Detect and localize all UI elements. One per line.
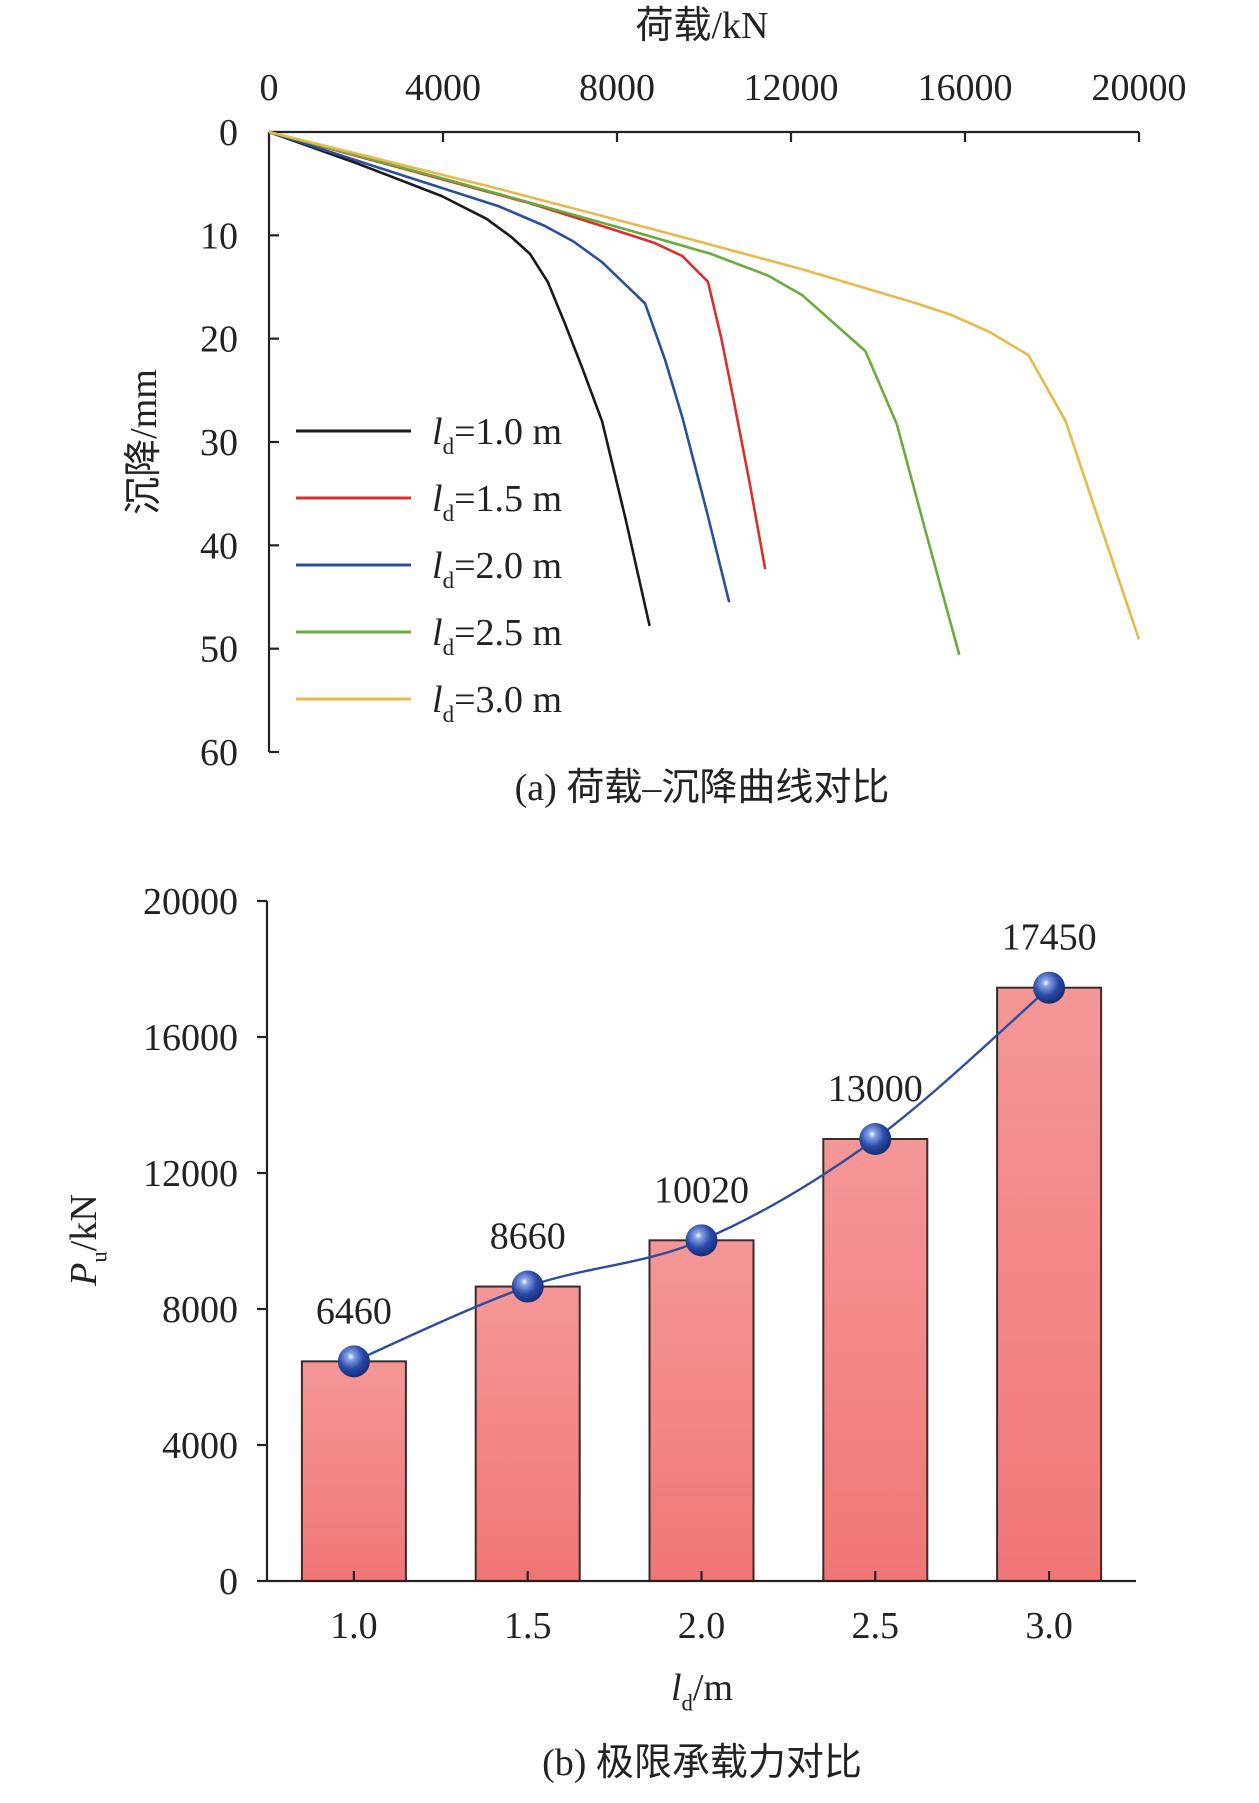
legend-entry-1: ld=1.0 m xyxy=(432,411,562,459)
y-tick-label: 60 xyxy=(200,732,238,774)
data-marker-1.0 xyxy=(337,1345,370,1378)
legend-var: l xyxy=(432,612,443,654)
x-axis-label-sub: d xyxy=(682,1691,694,1716)
legend-entry-5: ld=3.0 m xyxy=(432,679,562,727)
data-marker-1.5 xyxy=(511,1270,544,1303)
legend-sub: d xyxy=(443,434,455,459)
data-label: 8660 xyxy=(490,1216,566,1258)
x-tick-label: 1.5 xyxy=(504,1605,552,1647)
x-tick-label: 1.0 xyxy=(330,1605,378,1647)
x-axis-label: 荷载/kN xyxy=(635,5,768,47)
series-line-4 xyxy=(268,130,961,656)
bar-1.5 xyxy=(474,1285,581,1583)
y-tick-label: 12000 xyxy=(143,1153,238,1195)
legend-var: l xyxy=(432,411,443,453)
x-tick-label: 8000 xyxy=(579,67,655,109)
legend-entry-4: ld=2.5 m xyxy=(432,612,562,660)
y-tick-label: 4000 xyxy=(162,1425,238,1467)
load-settlement-chart: 0 4000 8000 12000 16000 20000 0 10 20 30 40 50 60 荷载/… xyxy=(123,5,1187,809)
y-tick-label: 40 xyxy=(200,525,238,567)
legend-rest: =1.5 m xyxy=(454,478,562,520)
data-marker-3.0 xyxy=(1033,971,1066,1004)
chart-caption: (b) 极限承载力对比 xyxy=(542,1742,862,1784)
data-marker-2.5 xyxy=(859,1123,892,1155)
x-tick-label: 16000 xyxy=(918,67,1013,109)
series-line-1 xyxy=(268,130,651,627)
legend-sub: d xyxy=(443,702,455,727)
series-line-3 xyxy=(268,130,731,603)
y-tick-label: 30 xyxy=(200,422,238,464)
bar-2.5 xyxy=(822,1138,929,1582)
bar-2.0 xyxy=(648,1239,755,1582)
y-axis-label: 沉降/mm xyxy=(123,369,165,515)
legend-rest: =1.0 m xyxy=(454,411,562,453)
x-tick-label: 3.0 xyxy=(1025,1605,1073,1647)
legend-var: l xyxy=(432,679,443,721)
series-line-5 xyxy=(268,130,1141,640)
y-tick-label: 50 xyxy=(200,629,238,671)
legend-var: l xyxy=(432,545,443,587)
data-label: 17450 xyxy=(1002,917,1097,959)
x-tick-label: 0 xyxy=(260,67,279,109)
y-tick-label: 0 xyxy=(219,112,238,154)
legend-rest: =2.5 m xyxy=(454,612,562,654)
x-tick-label: 12000 xyxy=(744,67,839,109)
legend-sub: d xyxy=(443,568,455,593)
x-tick-label: 2.0 xyxy=(678,1605,726,1647)
y-tick-label: 20 xyxy=(200,319,238,361)
x-tick-label: 20000 xyxy=(1092,67,1187,109)
legend-entry-2: ld=1.5 m xyxy=(432,478,562,526)
y-axis-label: Pu/kN xyxy=(63,1194,112,1287)
legend-sub: d xyxy=(443,635,455,660)
y-tick-label: 16000 xyxy=(143,1017,238,1059)
legend-rest: =3.0 m xyxy=(454,679,562,721)
data-marker-2.0 xyxy=(685,1224,718,1257)
data-label: 6460 xyxy=(316,1290,392,1332)
ultimate-capacity-chart: 0 4000 8000 12000 16000 20000 1.0 1.5 2.0 2.5 3.0 6… xyxy=(63,881,1136,1784)
chart-caption: (a) 荷载–沉降曲线对比 xyxy=(515,767,890,809)
y-axis-label-var: P xyxy=(63,1263,105,1287)
x-axis-label-rest: /m xyxy=(693,1667,733,1709)
y-tick-label: 10 xyxy=(200,215,238,257)
y-axis-label-rest: /kN xyxy=(63,1194,105,1251)
legend-rest: =2.0 m xyxy=(454,545,562,587)
y-tick-label: 20000 xyxy=(143,881,238,923)
bar-3.0 xyxy=(996,986,1103,1582)
y-tick-label: 8000 xyxy=(162,1289,238,1331)
x-tick-label: 2.5 xyxy=(852,1605,900,1647)
legend-sub: d xyxy=(443,501,455,526)
x-tick-label: 4000 xyxy=(405,67,481,109)
y-axis-label-sub: u xyxy=(87,1251,112,1263)
data-label: 10020 xyxy=(654,1169,749,1211)
legend-entry-3: ld=2.0 m xyxy=(432,545,562,593)
x-axis-label: ld/m xyxy=(671,1667,733,1716)
x-axis-label-var: l xyxy=(671,1667,682,1709)
data-label: 13000 xyxy=(828,1068,923,1110)
bar-1.0 xyxy=(300,1360,407,1582)
legend-var: l xyxy=(432,478,443,520)
y-tick-label: 0 xyxy=(219,1561,238,1603)
